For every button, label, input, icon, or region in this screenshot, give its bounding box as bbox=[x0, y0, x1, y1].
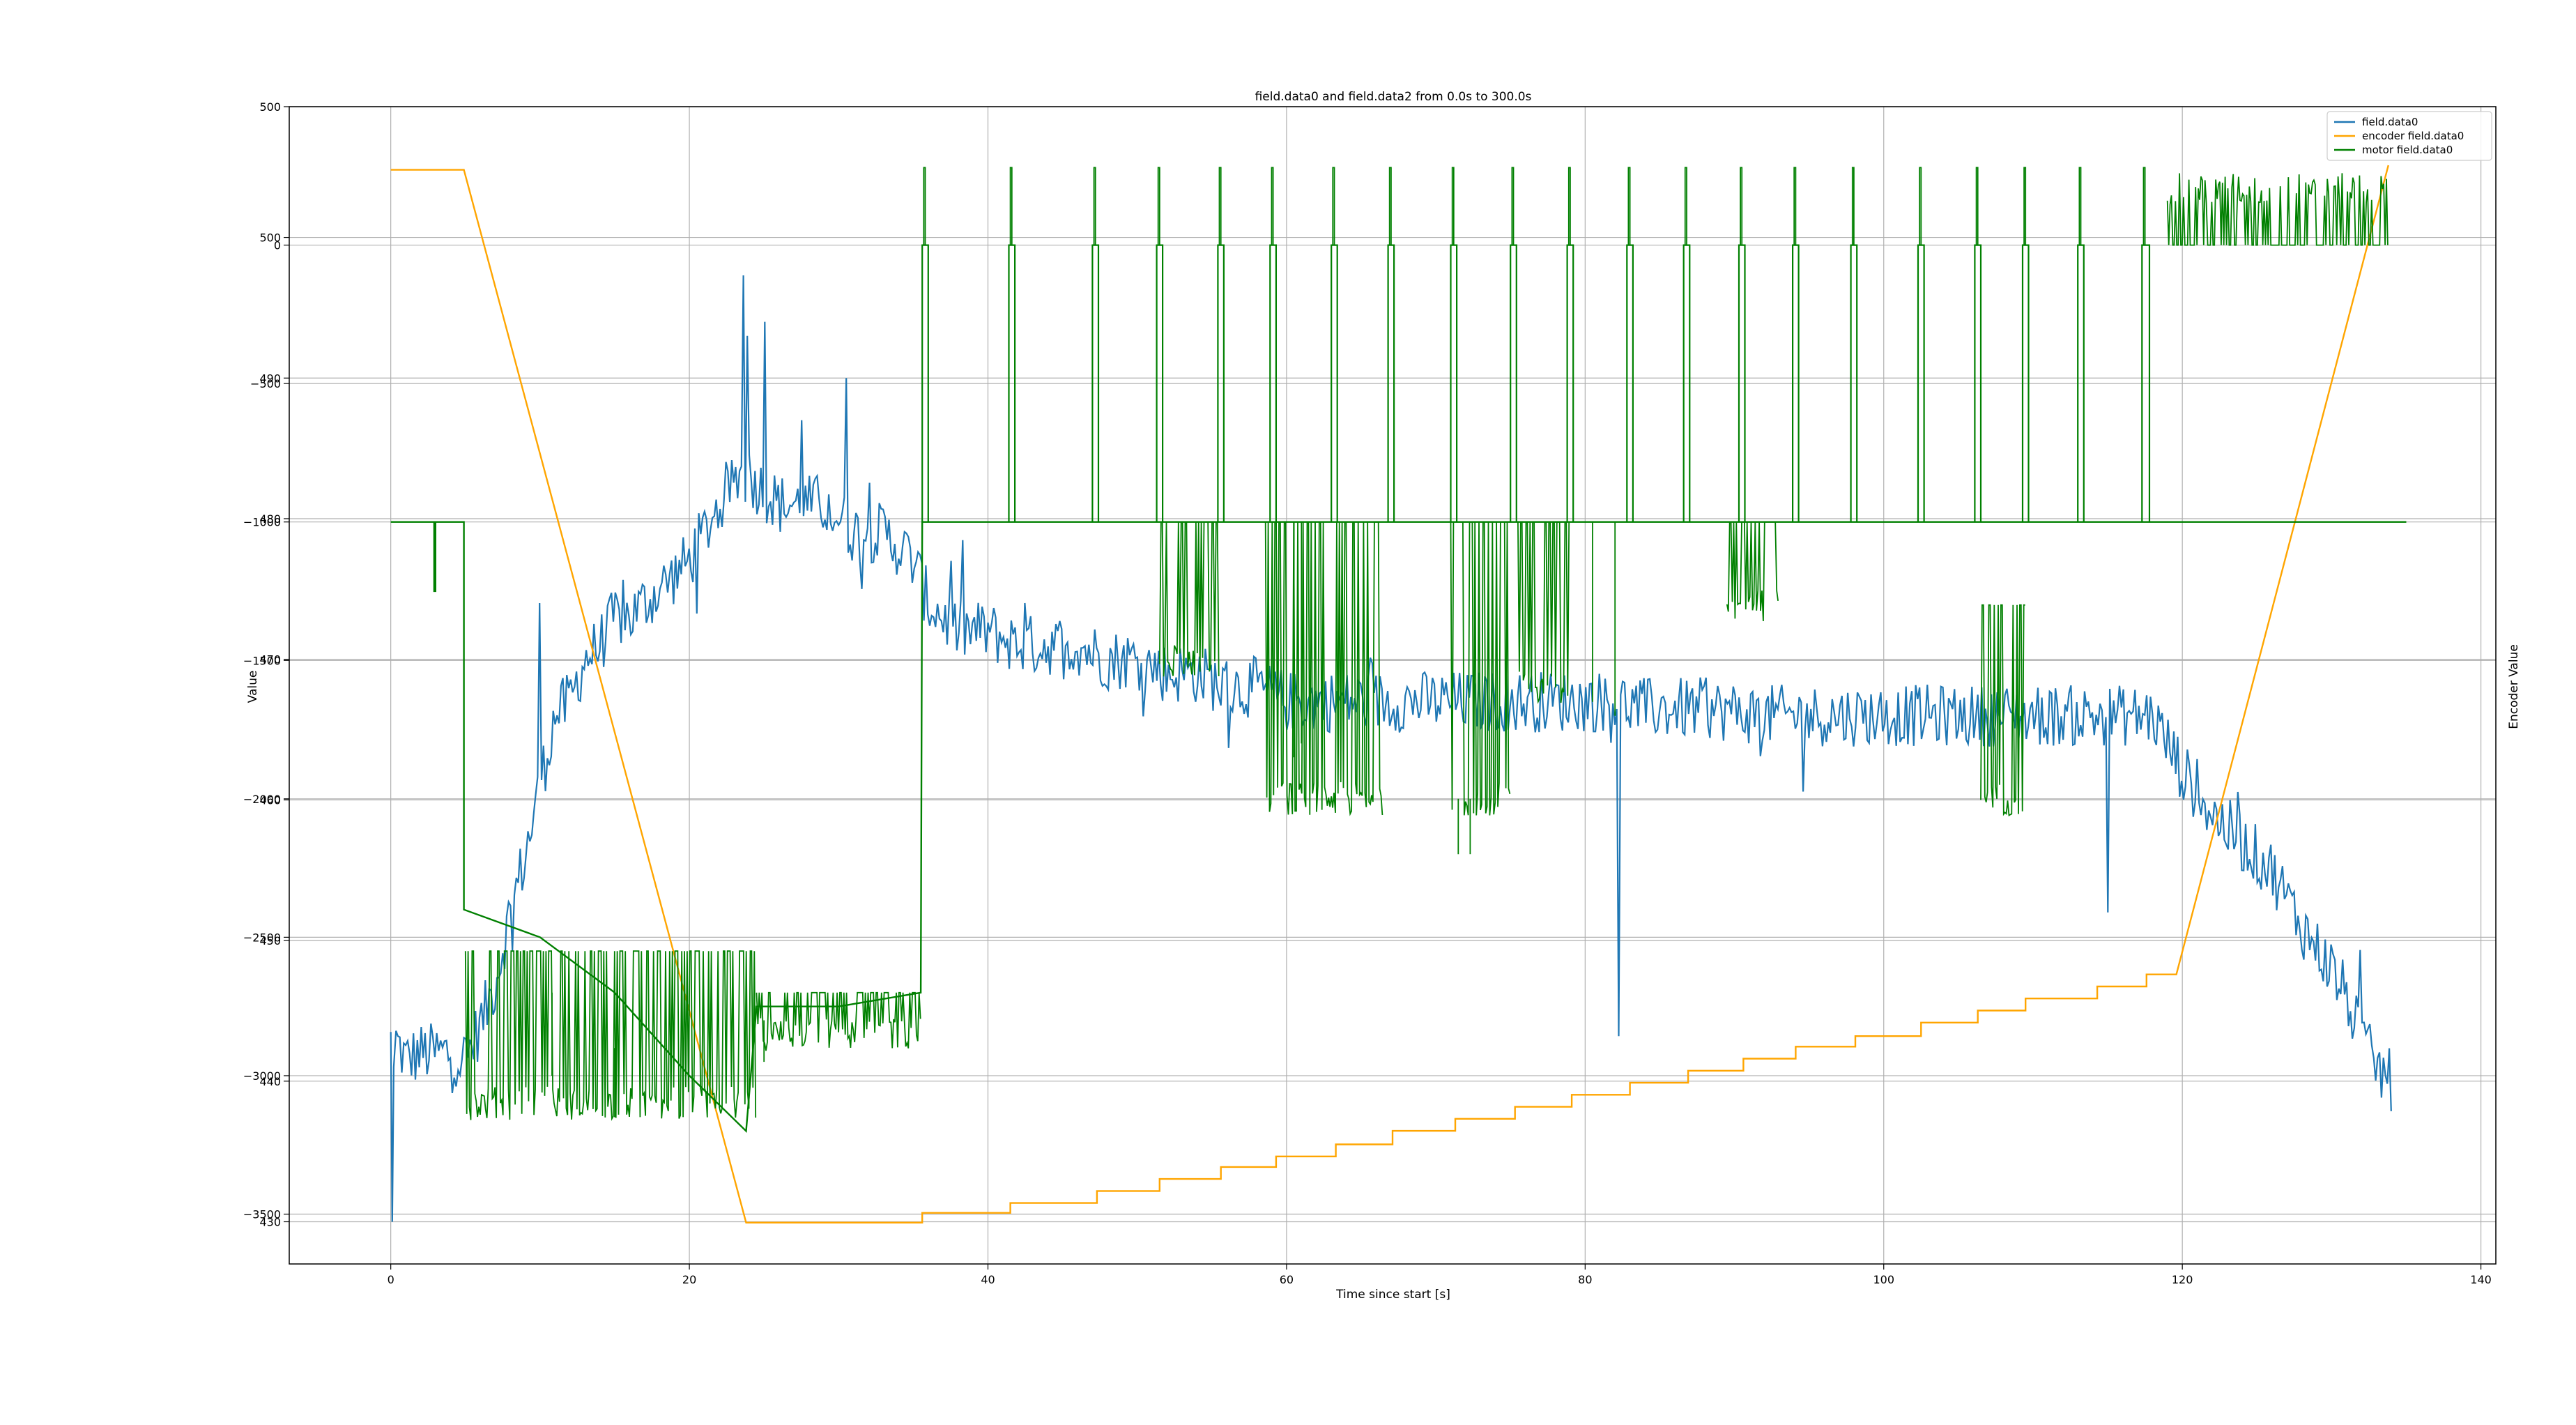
x-tick-label: 40 bbox=[981, 1273, 995, 1286]
legend-label: motor field.data0 bbox=[2362, 144, 2453, 156]
y-tick-label: 480 bbox=[259, 512, 281, 526]
y-tick-label: 430 bbox=[259, 1215, 281, 1228]
motor-pulse-spike bbox=[923, 167, 926, 245]
y-tick-label: −1500 bbox=[243, 654, 281, 667]
motor-pulse-spike bbox=[1388, 167, 1392, 245]
y-tick-label: −3500 bbox=[243, 1208, 281, 1221]
motor-oscillation bbox=[2166, 173, 2389, 246]
x-tick-label: 120 bbox=[2172, 1273, 2193, 1286]
y-tick-label: 470 bbox=[259, 653, 281, 666]
x-tick-label: 80 bbox=[1578, 1273, 1592, 1286]
motor-pulse-spike bbox=[1451, 167, 1455, 245]
motor-pulse-spike bbox=[1511, 167, 1515, 245]
motor-pulse-spike bbox=[1157, 167, 1160, 245]
series-line-field-data0 bbox=[390, 275, 2392, 1222]
series-line-encoder-field-data0 bbox=[390, 165, 2389, 1224]
y-tick-label: 460 bbox=[259, 793, 281, 807]
x-tick-label: 20 bbox=[682, 1273, 696, 1286]
y-tick-label: 500 bbox=[259, 231, 281, 245]
motor-pulse-spike bbox=[1332, 167, 1335, 245]
y-tick-label: 440 bbox=[259, 1075, 281, 1088]
series-line-motor-field-data0 bbox=[390, 521, 2407, 1134]
y-tick-label: −2500 bbox=[243, 931, 281, 944]
series-motor-field-data0 bbox=[390, 167, 2407, 1134]
legend: field.data0 encoder field.data0 motor fiel… bbox=[2326, 111, 2492, 161]
y-tick-label: −2000 bbox=[243, 793, 281, 806]
motor-oscillation bbox=[464, 950, 757, 1121]
motor-pulse-spike bbox=[2023, 167, 2027, 245]
y-tick-label: −1000 bbox=[243, 516, 281, 529]
y-tick-label: −500 bbox=[250, 377, 281, 390]
plot-frame bbox=[289, 106, 2497, 1265]
motor-oscillation bbox=[1264, 521, 1383, 816]
motor-pulse-spike bbox=[1919, 167, 1922, 245]
motor-pulse-spike bbox=[1793, 167, 1797, 245]
motor-oscillation bbox=[756, 991, 921, 1051]
y-tick-label: 0 bbox=[274, 239, 281, 252]
motor-oscillation bbox=[1158, 521, 1220, 677]
y-axis-label: Value bbox=[246, 671, 260, 703]
motor-pulse-spike bbox=[1975, 167, 1979, 245]
legend-box bbox=[2326, 111, 2492, 161]
motor-pulse-spike bbox=[1740, 167, 1743, 245]
y-tick-label: 490 bbox=[259, 372, 281, 385]
chart-title: field.data0 and field.data2 from 0.0s to… bbox=[1255, 90, 1532, 104]
motor-pulse-spike bbox=[1093, 167, 1096, 245]
motor-oscillation bbox=[1980, 604, 2025, 817]
motor-oscillation bbox=[1450, 521, 1511, 816]
y-tick-label: 450 bbox=[259, 934, 281, 947]
motor-pulse-spike bbox=[1567, 167, 1571, 245]
motor-pulse-spike bbox=[2142, 167, 2146, 245]
y-tick-label: −3000 bbox=[243, 1069, 281, 1083]
motor-pulse-spike bbox=[1627, 167, 1631, 245]
right-axis-label: Encoder Value bbox=[2507, 644, 2521, 729]
motor-pulse-spike bbox=[1271, 167, 1274, 245]
motor-pulse bbox=[2141, 244, 2151, 522]
x-axis-label: Time since start [s] bbox=[1335, 1288, 1450, 1302]
x-tick-label: 60 bbox=[1280, 1273, 1294, 1286]
motor-pulse-spike bbox=[1218, 167, 1222, 245]
ticks: 0 20 40 60 80 100 120 140 430 440 450 460 470 480 490 5… bbox=[243, 100, 2492, 1286]
x-tick-label: 0 bbox=[388, 1273, 394, 1286]
motor-dip bbox=[433, 521, 436, 593]
x-tick-label: 100 bbox=[1873, 1273, 1894, 1286]
motor-pulse-spike bbox=[1009, 167, 1013, 245]
motor-oscillation bbox=[1517, 521, 1570, 704]
legend-label: encoder field.data0 bbox=[2362, 130, 2464, 142]
motor-pulse-spike bbox=[2078, 167, 2082, 245]
motor-pulse-spike bbox=[1851, 167, 1855, 245]
x-tick-label: 140 bbox=[2470, 1273, 2492, 1286]
legend-label: field.data0 bbox=[2362, 116, 2418, 128]
y-tick-label: 500 bbox=[259, 100, 281, 114]
motor-oscillation bbox=[1726, 521, 1779, 622]
motor-pulse-spike bbox=[1684, 167, 1687, 245]
